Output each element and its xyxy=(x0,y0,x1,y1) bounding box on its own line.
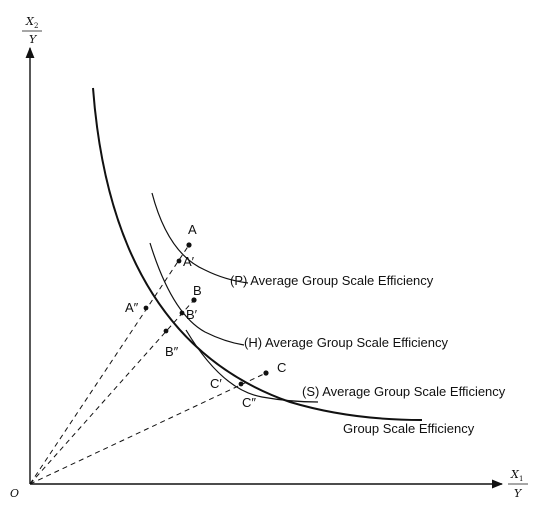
point-A-double-prime xyxy=(143,305,149,311)
label-B: B xyxy=(193,283,202,298)
x-axis-label: X 1 Y xyxy=(508,468,528,500)
ray-to-B xyxy=(29,299,195,485)
ray-to-A xyxy=(29,244,190,485)
y-axis-numerator: X xyxy=(25,15,35,28)
label-C-prime: C′ xyxy=(210,376,222,391)
label-A-prime: A′ xyxy=(183,254,195,269)
point-A-prime xyxy=(176,258,182,264)
point-C-prime xyxy=(238,381,244,387)
x-axis-numerator-sub: 1 xyxy=(519,475,523,483)
y-axis-label: X 2 Y xyxy=(22,15,42,46)
label-s-average: (S) Average Group Scale Efficiency xyxy=(302,384,506,399)
point-B-double-prime xyxy=(163,328,169,334)
origin-label: O xyxy=(10,487,19,500)
s-average-curve xyxy=(185,329,319,403)
point-B xyxy=(191,297,197,303)
h-average-curve xyxy=(149,242,245,346)
label-C: C xyxy=(277,360,286,375)
label-C-double-prime: C″ xyxy=(242,395,256,410)
label-h-average: (H) Average Group Scale Efficiency xyxy=(244,335,449,350)
p-average-curve xyxy=(151,192,249,284)
group-scale-efficiency-curve xyxy=(92,87,423,421)
ray-to-C xyxy=(29,372,267,485)
x-axis-denominator: Y xyxy=(514,487,523,500)
label-B-double-prime: B″ xyxy=(165,344,179,359)
label-p-average: (P) Average Group Scale Efficiency xyxy=(230,273,434,288)
label-B-prime: B′ xyxy=(186,307,198,322)
y-axis-denominator: Y xyxy=(29,33,38,46)
label-group-scale-efficiency: Group Scale Efficiency xyxy=(343,421,475,436)
x-axis-numerator: X xyxy=(510,468,520,481)
point-B-prime xyxy=(179,310,185,316)
label-A: A xyxy=(188,222,197,237)
point-C xyxy=(263,370,269,376)
y-axis-numerator-sub: 2 xyxy=(34,22,38,30)
label-A-double-prime: A″ xyxy=(125,300,139,315)
point-A xyxy=(186,242,192,248)
